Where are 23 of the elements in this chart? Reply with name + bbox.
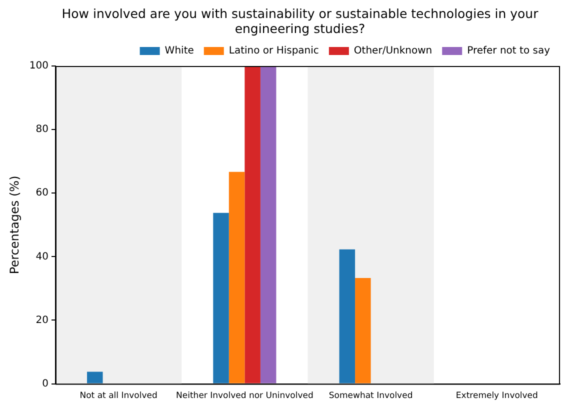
bar — [339, 249, 356, 384]
bar — [260, 66, 276, 384]
y-tick-label: 40 — [36, 251, 48, 262]
x-tick-label: Extremely Involved — [456, 391, 538, 402]
y-tick-label: 100 — [29, 60, 48, 72]
y-tick-label: 0 — [42, 378, 48, 390]
y-tick-label: 80 — [36, 124, 48, 136]
bar — [213, 212, 229, 384]
bar — [87, 372, 103, 384]
y-tick-label: 20 — [36, 314, 48, 326]
x-tick-label: Neither Involved nor Uninvolved — [176, 391, 314, 402]
bar — [244, 66, 260, 384]
x-tick-label: Not at all Involved — [80, 391, 158, 402]
legend-label: Other/Unknown — [354, 46, 432, 57]
bar — [355, 278, 371, 384]
legend-label: White — [164, 46, 194, 57]
y-axis-title: Percentages (%) — [7, 176, 22, 274]
bar — [228, 172, 245, 384]
chart-title: How involved are you with sustainability or sustainable technologies in your engineering studies? — [60, 6, 540, 36]
legend-label: Latino or Hispanic — [228, 46, 319, 57]
y-tick-label: 60 — [36, 188, 48, 199]
x-tick-label: Somewhat Involved — [328, 391, 413, 402]
legend-label: Prefer not to say — [467, 46, 550, 57]
